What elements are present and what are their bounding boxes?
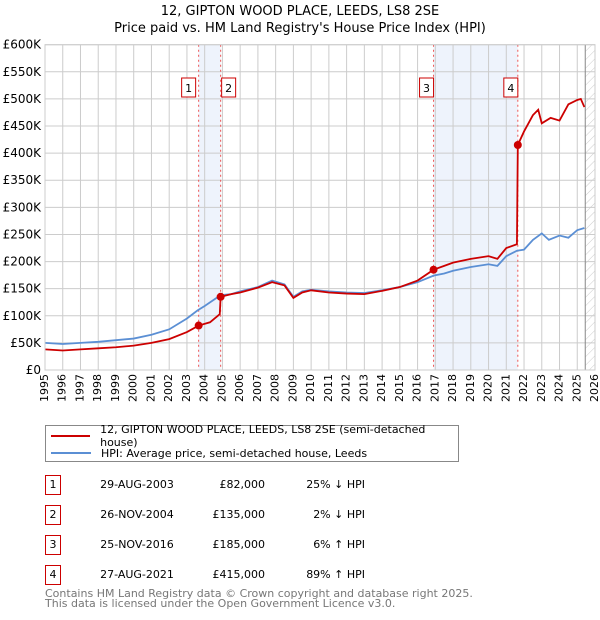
sale-price: £82,000 <box>219 478 266 491</box>
transaction-row: 3 25-NOV-2016 £185,000 6% ↑ HPI <box>45 535 600 557</box>
sale-label-box <box>419 77 435 98</box>
sale-point <box>513 141 522 150</box>
x-tick-label: 2011 <box>322 374 335 402</box>
chart-subtitle: Price paid vs. HM Land Registry's House … <box>114 21 486 36</box>
transaction-row: 1 29-AUG-2003 £82,000 25% ↓ HPI <box>45 475 600 497</box>
x-tick-label: 2025 <box>570 374 583 402</box>
sale-number-badge: 3 <box>45 535 61 555</box>
legend-swatch <box>51 435 91 437</box>
x-tick-label: 2007 <box>251 374 264 402</box>
sale-price: £185,000 <box>212 538 266 551</box>
sale-point <box>429 265 438 274</box>
transaction-row: 2 26-NOV-2004 £135,000 2% ↓ HPI <box>45 505 600 527</box>
sale-date: 25-NOV-2016 <box>100 538 174 551</box>
x-tick-label: 2018 <box>446 374 459 402</box>
sale-label-box <box>181 77 197 98</box>
sale-label-box <box>503 77 519 98</box>
y-tick-label: £300K <box>3 200 43 214</box>
footer-line: This data is licensed under the Open Gov… <box>45 597 396 610</box>
sale-price: £415,000 <box>212 568 266 581</box>
x-tick-label: 2019 <box>464 374 477 402</box>
x-tick-label: 2014 <box>375 374 388 402</box>
property-price-line <box>44 97 586 352</box>
sale-number-badge: 1 <box>45 475 61 495</box>
y-tick-label: £100K <box>3 309 43 323</box>
y-tick-label: £350K <box>3 173 43 187</box>
legend-label: HPI: Average price, semi-detached house,… <box>101 446 368 460</box>
x-tick-label: 2024 <box>553 374 566 402</box>
footer: Contains HM Land Registry data © Crown c… <box>45 587 473 610</box>
sale-date: 29-AUG-2003 <box>100 478 174 491</box>
x-tick-label: 2020 <box>482 374 495 402</box>
x-tick-label: 2006 <box>233 374 246 402</box>
x-tick-label: 2000 <box>127 374 140 402</box>
y-tick-label: £50K <box>10 336 42 350</box>
sale-price: £135,000 <box>212 508 266 521</box>
sale-label-box <box>221 77 237 98</box>
x-tick-label: 2008 <box>269 374 282 402</box>
y-tick-label: £500K <box>3 92 43 106</box>
x-tick-label: 2005 <box>215 374 228 402</box>
sale-point <box>194 321 203 330</box>
hpi-comparison: 25% ↓ HPI <box>306 478 365 491</box>
legend: 12, GIPTON WOOD PLACE, LEEDS, LS8 2SE (s… <box>45 423 459 462</box>
transaction-row: 4 27-AUG-2021 £415,000 89% ↑ HPI <box>45 565 600 587</box>
x-tick-label: 1996 <box>56 374 69 402</box>
x-tick-label: 2016 <box>411 374 424 402</box>
sale-label: 4 <box>507 82 514 95</box>
sale-point <box>216 292 225 301</box>
y-tick-label: £550K <box>3 65 43 79</box>
x-tick-label: 2012 <box>340 374 353 402</box>
x-tick-label: 2023 <box>535 374 548 402</box>
plot-border <box>44 44 596 371</box>
x-tick-label: 2022 <box>517 374 530 402</box>
footer-line: Contains HM Land Registry data © Crown c… <box>45 587 473 600</box>
y-tick-label: £600K <box>3 38 43 52</box>
legend-item-hpi: HPI: Average price, semi-detached house,… <box>46 445 367 461</box>
x-tick-label: 2009 <box>286 374 299 402</box>
sale-label: 2 <box>225 82 232 95</box>
x-tick-label: 2017 <box>428 374 441 402</box>
legend-item-property: 12, GIPTON WOOD PLACE, LEEDS, LS8 2SE (s… <box>46 423 458 449</box>
legend-label: 12, GIPTON WOOD PLACE, LEEDS, LS8 2SE (s… <box>100 423 426 449</box>
hpi-line <box>44 227 585 345</box>
price-chart: 1995 1996 1997 1998 1999 2000 2001 2002 2003 2004… <box>3 38 600 402</box>
sale-date: 26-NOV-2004 <box>100 508 174 521</box>
x-tick-label: 1998 <box>91 374 104 402</box>
sale-label: 3 <box>423 82 430 95</box>
legend-swatch <box>51 452 91 454</box>
x-tick-label: 2015 <box>393 374 406 402</box>
x-tick-label: 2010 <box>304 374 317 402</box>
x-tick-label: 2026 <box>588 374 600 402</box>
y-tick-label: £200K <box>3 255 43 269</box>
hpi-comparison: 6% ↑ HPI <box>313 538 365 551</box>
sale-date: 27-AUG-2021 <box>100 568 174 581</box>
x-tick-label: 2021 <box>499 374 512 402</box>
hpi-comparison: 2% ↓ HPI <box>313 508 365 521</box>
x-tick-label: 1997 <box>73 374 86 402</box>
x-tick-label: 1999 <box>109 374 122 402</box>
y-tick-label: £400K <box>3 146 43 160</box>
chart-title: 12, GIPTON WOOD PLACE, LEEDS, LS8 2SE <box>160 4 440 19</box>
sale-label: 1 <box>185 82 192 95</box>
sale-number-badge: 2 <box>45 505 61 525</box>
y-tick-label: £250K <box>3 227 43 241</box>
hpi-comparison: 89% ↑ HPI <box>306 568 365 581</box>
x-tick-label: 2001 <box>144 374 157 402</box>
y-tick-label: £0 <box>26 363 41 377</box>
x-tick-label: 2003 <box>180 374 193 402</box>
sale-number-badge: 4 <box>45 565 61 585</box>
x-tick-label: 2002 <box>162 374 175 402</box>
x-tick-label: 2004 <box>198 374 211 402</box>
x-tick-label: 2013 <box>357 374 370 402</box>
x-tick-label: 1995 <box>38 374 51 402</box>
y-tick-label: £450K <box>3 119 43 133</box>
y-tick-label: £150K <box>3 282 43 296</box>
